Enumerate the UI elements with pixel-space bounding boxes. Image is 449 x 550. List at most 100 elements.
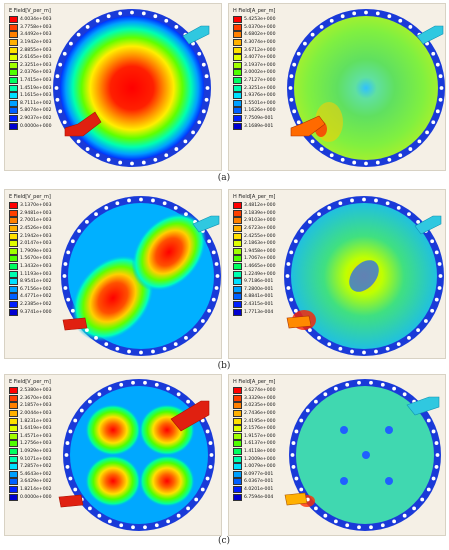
wall-hole xyxy=(437,286,442,290)
legend-swatch xyxy=(233,263,242,271)
wall-hole xyxy=(314,399,318,404)
legend-swatch xyxy=(9,16,18,24)
legend-value: 3.0002e+000 xyxy=(244,70,276,76)
wall-hole xyxy=(191,130,195,135)
wall-hole xyxy=(416,328,420,332)
legend-item: 2.3251e+003 xyxy=(9,61,52,70)
wall-hole xyxy=(375,11,380,16)
legend-item: 3.0002e+000 xyxy=(233,69,276,77)
legend-value: 5.4253e+000 xyxy=(244,17,276,23)
wall-hole xyxy=(375,160,380,165)
legend-value: 9.1071e+002 xyxy=(20,456,52,462)
legend-value: 5.0370e+000 xyxy=(244,24,276,30)
wall-hole xyxy=(214,262,219,266)
legend-swatch xyxy=(9,99,18,107)
wall-hole xyxy=(205,476,210,481)
wall-hole xyxy=(299,487,304,492)
wall-hole xyxy=(197,51,202,56)
legend-swatch xyxy=(9,23,18,31)
wall-hole xyxy=(164,18,169,23)
wall-hole xyxy=(438,74,443,79)
legend-item: 2.6723e+000 xyxy=(233,225,276,233)
legend-item: 1.4118e+000 xyxy=(233,448,276,456)
legend-item: 5.4643e+002 xyxy=(9,470,52,479)
legend-value: 4.0201e-001 xyxy=(244,487,274,493)
wall-hole xyxy=(115,346,120,351)
legend-swatch xyxy=(9,493,18,501)
legend-item: 0.0000e+000 xyxy=(9,122,52,130)
wall-hole xyxy=(211,297,216,302)
legend-value: 1.5670e+003 xyxy=(20,256,52,262)
wall-hole xyxy=(106,157,111,162)
legend-item: 1.9458e+000 xyxy=(233,247,276,256)
wall-hole xyxy=(85,25,90,29)
wall-hole xyxy=(289,97,294,102)
wall-hole xyxy=(119,382,124,387)
legend-value: 1.1193e+003 xyxy=(20,271,52,277)
legend-item: 0.0000e+000 xyxy=(9,493,52,501)
legend-swatch xyxy=(9,285,18,293)
legend-title: E Field[V_per_m] xyxy=(9,8,51,14)
wall-hole xyxy=(305,497,310,502)
row-label-b: (b) xyxy=(217,361,231,371)
wall-hole xyxy=(288,86,293,90)
legend-swatch xyxy=(9,270,18,278)
wall-hole xyxy=(95,18,100,23)
wall-hole xyxy=(69,41,73,46)
legend-item: 7.2800e-001 xyxy=(233,285,276,294)
legend-swatch xyxy=(9,240,18,248)
legend-swatch xyxy=(233,31,242,39)
wall-hole xyxy=(76,139,81,144)
legend-value: 2.7001e+003 xyxy=(20,218,52,224)
wall-hole xyxy=(352,160,357,165)
e-field-plot-b xyxy=(61,196,221,356)
wall-hole xyxy=(204,74,209,79)
legend-value: 2.4526e+003 xyxy=(20,226,52,232)
e-field-panel-b: E Field[V_per_m] 3.1370e+003 2.9481e+003 2… xyxy=(4,189,222,359)
wall-hole xyxy=(340,14,345,19)
wall-hole xyxy=(127,349,131,354)
legend-item: 1.0079e+000 xyxy=(233,463,276,471)
legend-item: 2.7001e+003 xyxy=(9,217,52,225)
legend-swatch xyxy=(233,232,242,240)
wall-hole xyxy=(55,74,60,79)
legend-swatch xyxy=(9,463,18,471)
legend-swatch xyxy=(9,417,18,425)
legend-item: 3.3329e+000 xyxy=(233,394,276,403)
wall-hole xyxy=(329,18,334,23)
legend-value: 1.3432e+003 xyxy=(20,264,52,270)
e-field-legend-b: E Field[V_per_m] 3.1370e+003 2.9481e+003 2… xyxy=(9,194,52,316)
legend-value: 3.6274e+000 xyxy=(244,388,276,394)
legend-swatch xyxy=(233,61,242,69)
legend-item: 2.3670e+003 xyxy=(9,394,52,403)
legend-item: 4.6802e+000 xyxy=(233,31,276,39)
wall-hole xyxy=(183,139,188,144)
legend-item: 2.2385e+002 xyxy=(9,301,52,309)
wall-hole xyxy=(115,201,120,206)
wall-hole xyxy=(131,525,135,530)
wall-hole xyxy=(58,62,63,67)
legend-item: 2.1863e+000 xyxy=(233,240,276,248)
legend-value: 2.0044e+003 xyxy=(20,411,52,417)
legend-value: 9.3741e+000 xyxy=(20,309,52,315)
legend-item: 4.3074e+000 xyxy=(233,39,276,47)
legend-swatch xyxy=(233,84,242,92)
wall-hole xyxy=(408,25,413,29)
wall-hole xyxy=(435,109,440,114)
legend-swatch xyxy=(233,308,242,316)
legend-item: 3.6429e+002 xyxy=(9,478,52,486)
legend-value: 4.4771e+002 xyxy=(20,294,52,300)
legend-value: 3.3329e+000 xyxy=(244,395,276,401)
legend-value: 2.7127e+000 xyxy=(244,78,276,84)
legend-value: 2.3251e+003 xyxy=(20,62,52,68)
legend-value: 1.9157e+000 xyxy=(244,433,276,439)
legend-item: 2.4255e+000 xyxy=(233,232,276,240)
wall-hole xyxy=(299,418,304,423)
wall-hole xyxy=(425,130,429,135)
wall-hole xyxy=(431,120,436,125)
wall-hole xyxy=(398,153,403,158)
legend-item: 7.7509e-001 xyxy=(233,115,276,123)
wall-hole xyxy=(380,382,385,387)
wall-hole xyxy=(208,465,213,469)
row-label-a: (a) xyxy=(217,173,231,183)
